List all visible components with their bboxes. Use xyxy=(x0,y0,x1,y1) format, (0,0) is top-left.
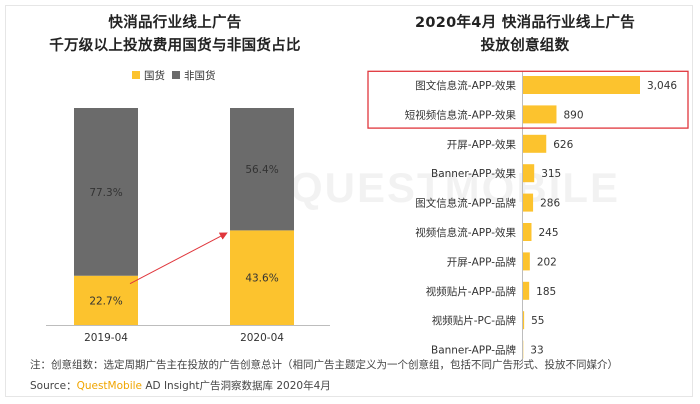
bar-视频信息流-APP-效果 xyxy=(522,223,532,241)
legend-swatch-foreign xyxy=(172,71,180,79)
data-label-domestic-2019-04: 22.7% xyxy=(89,295,122,307)
bar-domestic-2019-04 xyxy=(74,275,138,325)
value-label-视频信息流-APP-效果: 245 xyxy=(538,227,558,239)
left-chart-title-line1: 快消品行业线上广告 xyxy=(108,15,242,31)
data-label-foreign-2019-04: 77.3% xyxy=(89,187,122,199)
growth-arrow xyxy=(129,232,228,285)
x-tick-label-2020-04: 2020-04 xyxy=(240,332,284,344)
value-label-图文信息流-APP-效果: 3,046 xyxy=(647,80,677,92)
bar-开屏-APP-品牌 xyxy=(522,252,530,271)
category-label-Banner-APP-品牌: Banner-APP-品牌 xyxy=(431,344,517,357)
category-label-图文信息流-APP-品牌: 图文信息流-APP-品牌 xyxy=(415,197,516,210)
x-tick-label-2019-04: 2019-04 xyxy=(84,332,128,344)
bar-开屏-APP-效果 xyxy=(522,134,547,153)
highlight-box xyxy=(367,70,689,129)
value-label-Banner-APP-品牌: 33 xyxy=(530,345,543,357)
bar-短视频信息流-APP-效果 xyxy=(522,105,557,124)
category-label-开屏-APP-品牌: 开屏-APP-品牌 xyxy=(447,255,517,268)
value-label-图文信息流-APP-品牌: 286 xyxy=(540,198,560,210)
source-prefix: Source： xyxy=(30,380,77,392)
watermark-text: QUESTMOBILE xyxy=(290,164,620,211)
value-label-开屏-APP-效果: 626 xyxy=(553,139,573,151)
category-label-图文信息流-APP-效果: 图文信息流-APP-效果 xyxy=(415,79,516,92)
bar-视频贴片-PC-品牌 xyxy=(522,311,525,330)
right-chart: 图文信息流-APP-效果 3,046 短视频信息流-APP-效果 890 开屏-APP-… xyxy=(367,70,689,364)
bar-图文信息流-APP-品牌 xyxy=(522,193,534,212)
figure-frame xyxy=(5,5,693,397)
source-rest: AD Insight广告洞察数据库 2020年4月 xyxy=(142,380,331,392)
category-label-视频贴片-PC-品牌: 视频贴片-PC-品牌 xyxy=(432,314,517,327)
legend-label-foreign: 非国货 xyxy=(184,69,216,82)
value-label-视频贴片-PC-品牌: 55 xyxy=(531,315,544,327)
value-label-开屏-APP-品牌: 202 xyxy=(537,256,557,268)
bar-Banner-APP-效果 xyxy=(522,164,535,183)
footnote: 注：创意组数：选定周期广告主在投放的广告创意总计（相同广告主题定义为一个创意组，… xyxy=(30,359,618,371)
left-chart-title: 快消品行业线上广告 千万级以上投放费用国货与非国货占比 xyxy=(20,12,330,58)
bar-domestic-2020-04 xyxy=(230,230,294,325)
source-brand: QuestMobile xyxy=(76,380,142,392)
right-chart-title-line2: 投放创意组数 xyxy=(480,38,570,54)
source-line: Source：QuestMobile AD Insight广告洞察数据库 202… xyxy=(30,378,331,393)
category-label-开屏-APP-效果: 开屏-APP-效果 xyxy=(447,138,517,151)
bar-视频贴片-APP-品牌 xyxy=(522,281,530,300)
value-label-视频贴片-APP-品牌: 185 xyxy=(536,286,556,298)
left-chart: 国货 非国货 22.7% 77.3% 2019-04 43.6% 56.4% 2020-04 xyxy=(46,69,330,344)
category-label-短视频信息流-APP-效果: 短视频信息流-APP-效果 xyxy=(405,108,517,121)
legend-swatch-domestic xyxy=(132,71,140,79)
bar-foreign-2020-04 xyxy=(230,108,294,231)
value-label-Banner-APP-效果: 315 xyxy=(541,168,561,180)
right-chart-title: 2020年4月 快消品行业线上广告 投放创意组数 xyxy=(360,12,690,58)
data-label-foreign-2020-04: 56.4% xyxy=(245,164,278,176)
bar-图文信息流-APP-效果 xyxy=(522,76,640,94)
data-label-domestic-2020-04: 43.6% xyxy=(245,273,278,285)
right-chart-title-line1: 2020年4月 快消品行业线上广告 xyxy=(414,15,636,31)
category-label-视频信息流-APP-效果: 视频信息流-APP-效果 xyxy=(415,226,516,239)
value-label-短视频信息流-APP-效果: 890 xyxy=(563,109,583,121)
category-label-视频贴片-APP-品牌: 视频贴片-APP-品牌 xyxy=(426,285,517,298)
legend-label-domestic: 国货 xyxy=(144,69,165,82)
bar-foreign-2019-04 xyxy=(74,108,138,276)
left-chart-title-line2: 千万级以上投放费用国货与非国货占比 xyxy=(49,38,301,54)
category-label-Banner-APP-效果: Banner-APP-效果 xyxy=(431,167,517,180)
